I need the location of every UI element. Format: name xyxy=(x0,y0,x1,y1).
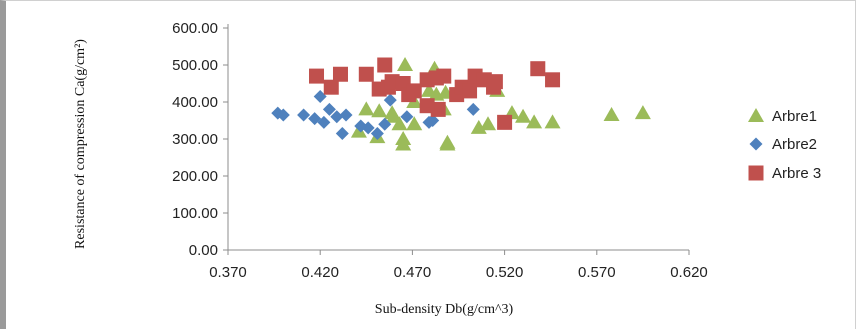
data-point xyxy=(335,126,349,140)
legend-item: Arbre1 xyxy=(748,108,817,125)
data-point xyxy=(323,79,339,95)
data-point xyxy=(400,110,414,124)
x-tick-label: 0.420 xyxy=(301,264,339,281)
data-point xyxy=(466,102,480,116)
data-point xyxy=(377,57,393,73)
y-tick-label: 600.00 xyxy=(172,20,218,37)
data-point xyxy=(378,117,392,131)
legend-marker xyxy=(748,108,764,122)
x-tick-label: 0.570 xyxy=(578,264,616,281)
data-point xyxy=(397,57,414,71)
data-point xyxy=(406,83,422,99)
data-point xyxy=(339,108,353,122)
data-point xyxy=(526,114,543,129)
legend-label: Arbre 3 xyxy=(772,165,821,182)
legend-label: Arbre1 xyxy=(772,108,817,125)
data-point xyxy=(313,89,327,103)
x-tick-label: 0.470 xyxy=(394,264,432,281)
data-point xyxy=(358,101,375,116)
x-tick-label: 0.620 xyxy=(670,264,708,281)
legend-item: Arbre2 xyxy=(749,136,817,153)
scatter-chart: 0.00 100.00 200.00 300.00 400.00 500.00 600.00… xyxy=(73,20,821,317)
data-point xyxy=(497,114,513,130)
tick-labels: 0.00 100.00 200.00 300.00 400.00 500.00 600.00… xyxy=(172,20,708,281)
y-tick-label: 100.00 xyxy=(172,205,218,222)
data-point xyxy=(530,61,546,77)
data-point xyxy=(545,72,561,88)
data-point xyxy=(603,106,620,121)
legend-label: Arbre2 xyxy=(772,136,817,153)
data-point xyxy=(428,86,445,101)
data-point xyxy=(391,116,408,131)
legend-item: Arbre 3 xyxy=(748,165,821,182)
data-point xyxy=(462,83,478,99)
data-point xyxy=(544,114,561,129)
y-tick-label: 300.00 xyxy=(172,131,218,148)
data-point xyxy=(406,116,423,131)
y-tick-label: 200.00 xyxy=(172,168,218,185)
y-tick-label: 400.00 xyxy=(172,94,218,111)
data-point xyxy=(385,108,402,123)
data-point xyxy=(439,136,456,151)
data-point xyxy=(297,108,311,122)
legend: Arbre1 Arbre2 Arbre 3 xyxy=(748,108,821,182)
data-point xyxy=(358,66,374,82)
data-point xyxy=(436,68,452,84)
data-point xyxy=(395,136,412,151)
data-point xyxy=(480,116,497,131)
data-point xyxy=(383,93,397,107)
x-tick-label: 0.370 xyxy=(209,264,247,281)
y-tick-label: 500.00 xyxy=(172,57,218,74)
legend-marker xyxy=(748,165,764,181)
data-point xyxy=(422,115,436,129)
data-point xyxy=(634,105,651,120)
data-point xyxy=(354,119,368,133)
data-point xyxy=(332,66,348,82)
legend-marker xyxy=(749,137,763,151)
series-arbre2 xyxy=(271,89,480,140)
data-point xyxy=(371,103,388,118)
series-arbre-3 xyxy=(309,57,561,130)
data-point xyxy=(322,102,336,116)
data-point xyxy=(309,68,325,84)
data-marks xyxy=(271,57,651,151)
data-point xyxy=(370,126,384,140)
data-point xyxy=(317,115,331,129)
y-axis-title: Resistance of compression Ca(g/cm²) xyxy=(73,39,88,249)
x-tick-label: 0.520 xyxy=(486,264,524,281)
data-point xyxy=(486,79,502,95)
data-point xyxy=(330,110,344,124)
y-tick-label: 0.00 xyxy=(189,242,218,259)
x-axis-title: Sub-density Db(g/cm^3) xyxy=(375,302,514,317)
data-point xyxy=(470,119,487,134)
series-arbre1 xyxy=(350,57,651,151)
data-point xyxy=(515,108,532,123)
axes xyxy=(227,24,689,251)
data-point xyxy=(419,98,435,114)
data-point xyxy=(276,108,290,122)
